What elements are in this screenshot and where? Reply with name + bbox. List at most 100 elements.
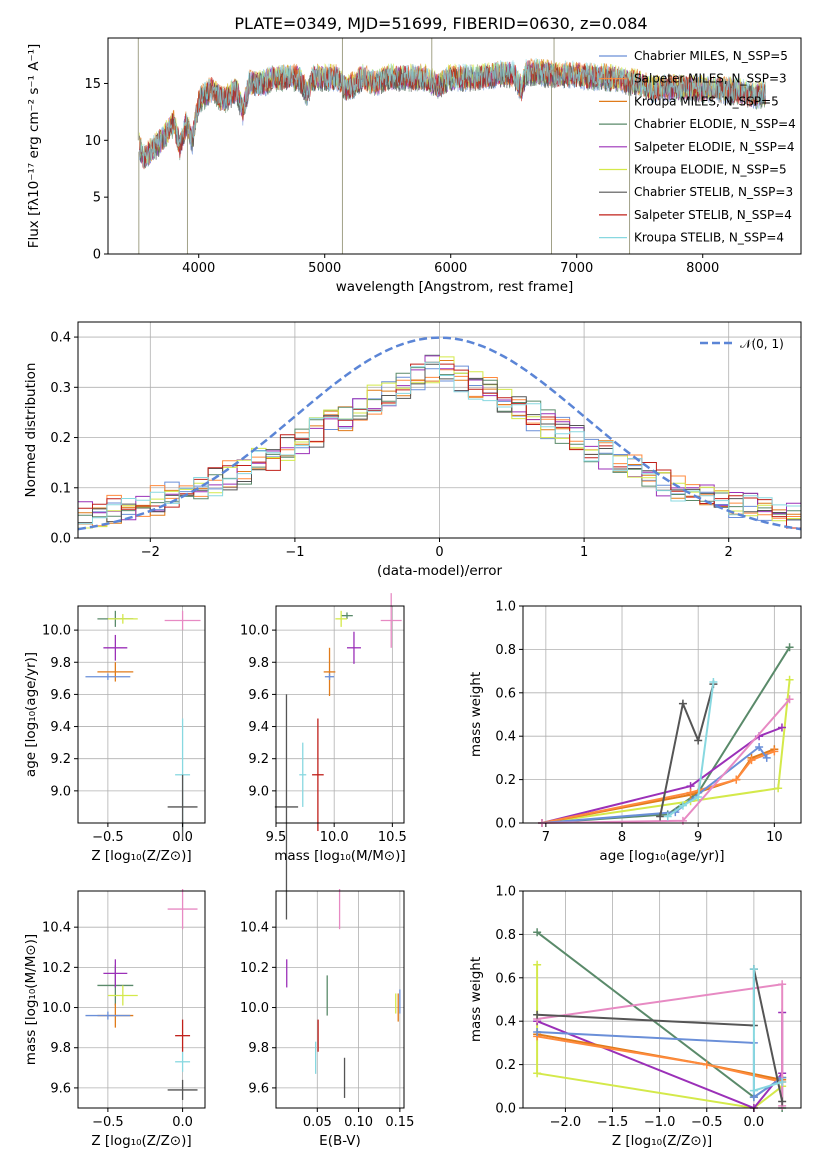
x-tick-label: −1.0 (644, 1115, 676, 1130)
y-tick-label: 0 (93, 248, 101, 263)
x-tick-label: 4000 (182, 261, 215, 276)
series-line (541, 726, 783, 824)
data-point (167, 1079, 198, 1100)
y-tick-label: 1.0 (495, 885, 516, 900)
data-point (335, 610, 347, 627)
y-tick-label: 0.4 (495, 1015, 516, 1030)
x-tick-label: −0.5 (92, 1115, 124, 1130)
x-tick-label: 0.0 (744, 1115, 765, 1130)
series-marker (747, 756, 756, 765)
x-tick-label: 1 (580, 545, 588, 560)
data-point (312, 718, 324, 832)
data-point (341, 612, 353, 619)
series-marker (785, 643, 794, 652)
y-tick-label: 10.0 (42, 1001, 71, 1016)
legend-entry: Salpeter ELODIE, N_SSP=4 (634, 140, 795, 154)
y-tick-label: 9.2 (248, 752, 269, 767)
axes-frame: −2.0 −1.5 −1.0 −0.5 0.0 0.0 0.2 0.4 0.6 0.8 1.0 Z [… (468, 885, 802, 1149)
y-tick-label: 0.4 (495, 730, 516, 745)
y-tick-label: 9.8 (248, 656, 269, 671)
series-marker (533, 1069, 542, 1078)
y-tick-label: 0.6 (495, 971, 516, 986)
x-tick-label: −2 (141, 545, 160, 560)
y-tick-label: 0.1 (50, 481, 71, 496)
y-tick-label: 10.0 (42, 624, 71, 639)
axes-frame: −0.5 0.0 9.6 9.8 10.0 10.2 10.4 Z [log₁₀(Z/Z⊙)]… (23, 890, 206, 1149)
y-tick-label: 0.2 (495, 773, 516, 788)
x-tick-label: −1.5 (597, 1115, 629, 1130)
legend-entry: Salpeter STELIB, N_SSP=4 (634, 208, 792, 222)
panel-weight-vs-age: 7 8 9 10 0.0 0.2 0.4 0.6 0.8 1.0 age [log₁₀(age/yr… (468, 600, 802, 864)
y-tick-label: 10.2 (240, 961, 269, 976)
data-point (97, 662, 134, 682)
x-tick-label: 0.0 (172, 1115, 193, 1130)
y-tick-label: 10.4 (42, 921, 71, 936)
plot-body (77, 336, 802, 531)
series-marker (755, 743, 764, 752)
y-tick-label: 9.6 (248, 1081, 269, 1096)
weight-series (538, 675, 794, 827)
series-marker (533, 960, 542, 969)
series-line (541, 679, 791, 824)
series-line (541, 745, 768, 824)
data-point (299, 742, 307, 807)
x-axis-label: mass [log₁₀(M/M⊙)] (274, 848, 405, 864)
axes-box (275, 890, 405, 1109)
y-tick-label: 1.0 (495, 600, 516, 615)
series-marker (686, 788, 695, 797)
weight-series (538, 695, 794, 827)
data-point (103, 634, 128, 661)
x-tick-label: 9.5 (266, 830, 287, 845)
x-tick-label: 9 (694, 830, 702, 845)
data-point (167, 888, 198, 930)
x-tick-label: −1 (285, 545, 304, 560)
y-tick-label: 0.6 (495, 686, 516, 701)
y-tick-label: 9.0 (50, 784, 71, 799)
panel-spectrum: 4000 5000 6000 7000 8000 0 5 10 15 wavelength [An… (26, 37, 802, 295)
data-point (380, 593, 402, 648)
y-tick-label: 10 (84, 134, 101, 149)
plot-body (538, 643, 794, 827)
panel-weight-vs-Z: −2.0 −1.5 −1.0 −0.5 0.0 0.0 0.2 0.4 0.6 0.8 1.0 Z [… (468, 885, 802, 1149)
data-point (324, 673, 335, 680)
series-marker (709, 677, 718, 686)
legend-entry: Salpeter MILES, N_SSP=3 (634, 72, 787, 86)
y-tick-label: 9.2 (50, 752, 71, 767)
x-axis-label: E(B-V) (319, 1133, 361, 1149)
series-marker (749, 1086, 758, 1095)
y-tick-label: 0.0 (50, 532, 71, 547)
spectrum-line (139, 58, 766, 168)
y-tick-label: 9.8 (50, 1041, 71, 1056)
x-tick-label: 5000 (308, 261, 341, 276)
axes-frame: −2 −1 0 1 2 0.0 0.1 0.2 0.3 0.4 (data-model)/error… (23, 321, 802, 579)
x-tick-label: 10 (766, 830, 783, 845)
series-marker (774, 784, 783, 793)
y-tick-label: 0.4 (50, 331, 71, 346)
y-tick-label: 9.6 (248, 688, 269, 703)
data-point (323, 647, 336, 697)
x-tick-label: 0 (435, 545, 443, 560)
series-line (541, 646, 791, 824)
axes-frame: 9.5 10.0 10.5 9.0 9.2 9.4 9.6 9.8 10.0 mass [log₁… (240, 605, 407, 864)
x-tick-label: 0.0 (172, 830, 193, 845)
panel-residuals: −2 −1 0 1 2 0.0 0.1 0.2 0.3 0.4 (data-model)/error… (23, 321, 802, 579)
legend-entry: Kroupa ELODIE, N_SSP=5 (634, 163, 787, 177)
series-marker (778, 980, 787, 989)
data-point (107, 985, 138, 1006)
x-axis-label: wavelength [Angstrom, rest frame] (336, 279, 574, 295)
axes-frame: −0.5 0.0 9.0 9.2 9.4 9.6 9.8 10.0 Z [log₁₀(Z/Z⊙)… (23, 605, 206, 864)
axes-frame: 4000 5000 6000 7000 8000 0 5 10 15 wavelength [An… (26, 37, 802, 295)
x-axis-label: age [log₁₀(age/yr)] (599, 848, 724, 864)
panel-mass-vs-Z: −0.5 0.0 9.6 9.8 10.0 10.2 10.4 Z [log₁₀(Z/Z⊙)]… (23, 888, 206, 1149)
x-tick-label: 0.10 (344, 1115, 373, 1130)
axes-frame: 7 8 9 10 0.0 0.2 0.4 0.6 0.8 1.0 age [log₁₀(age/yr… (468, 600, 802, 864)
series-marker (785, 695, 794, 704)
series-marker (732, 775, 741, 784)
axes-box (522, 890, 802, 1109)
series-marker (702, 1060, 711, 1069)
x-axis-label: (data-model)/error (377, 563, 503, 579)
x-tick-label: 8000 (686, 261, 719, 276)
y-axis-label: mass [log₁₀(M/M⊙)] (23, 934, 39, 1065)
plot-body (533, 928, 787, 1112)
